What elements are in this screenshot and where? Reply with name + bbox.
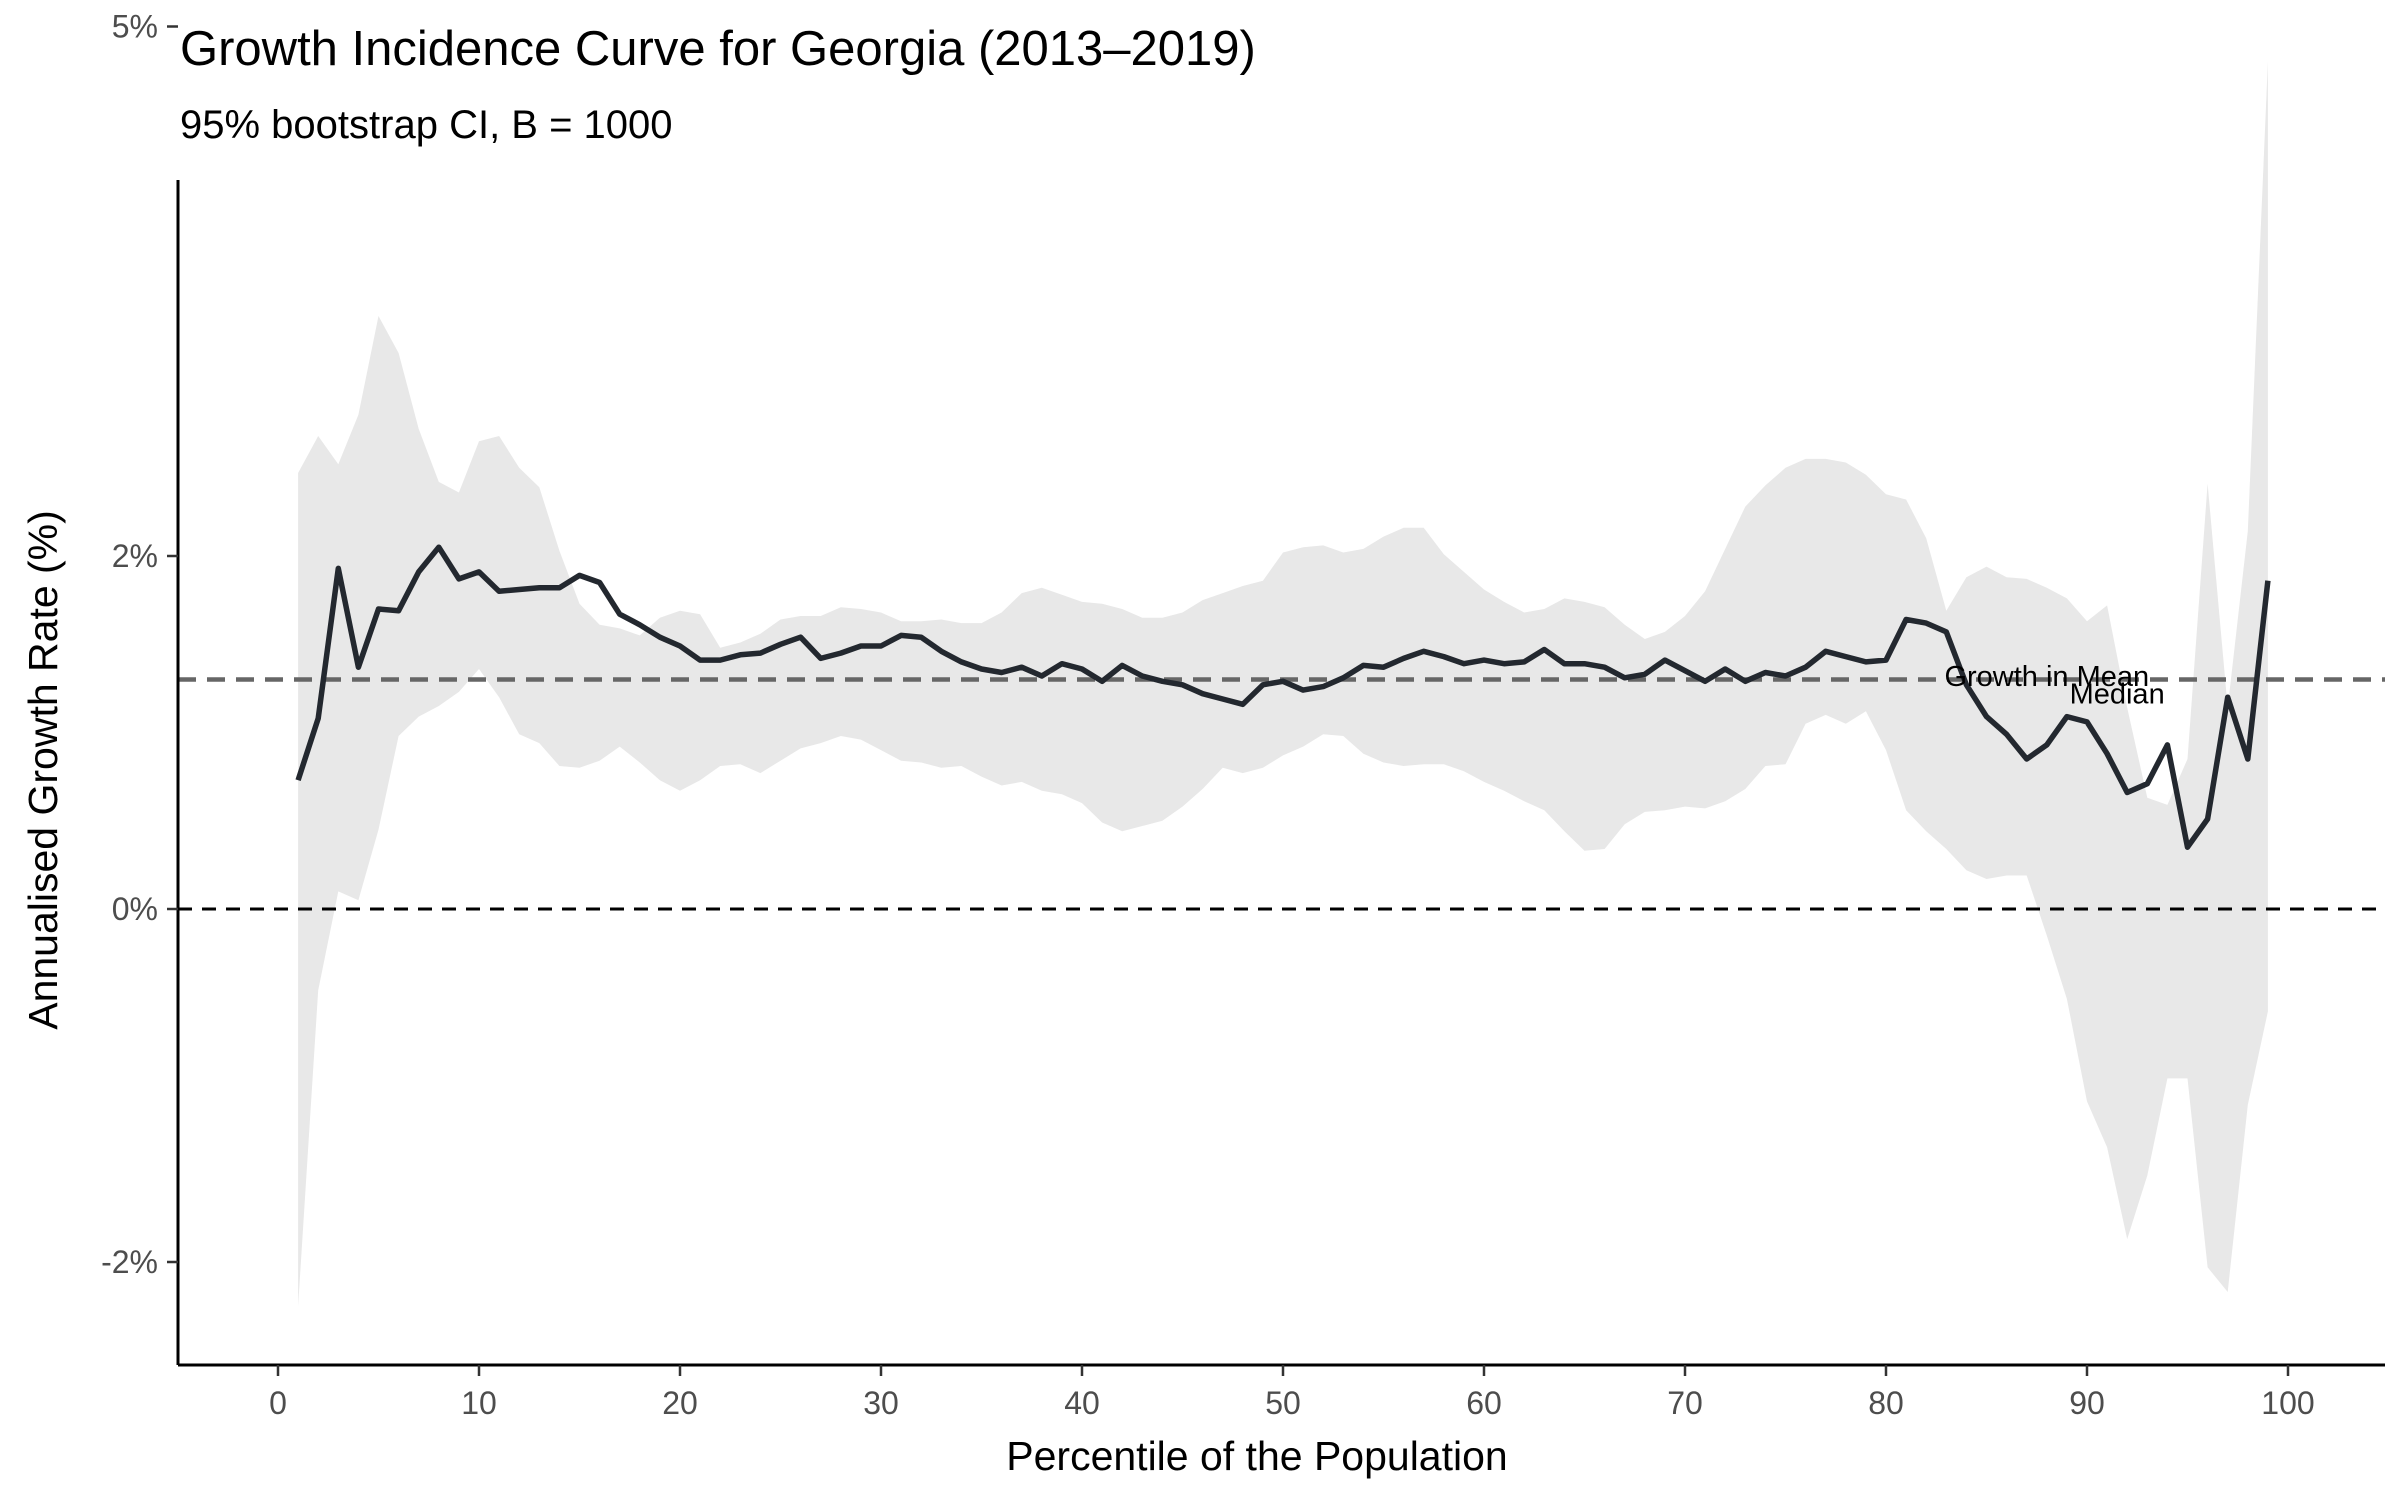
axes: 0 10 20 30 40 50 60 70 80 90 100 -2% 0% 2% 5% bbox=[101, 9, 2385, 1421]
plot-area: Growth in Mean Median bbox=[178, 61, 2385, 1307]
y-tick-label: -2% bbox=[101, 1244, 158, 1280]
y-tick-label: 0% bbox=[112, 891, 158, 927]
annotation-growth-in-mean: Growth in Mean bbox=[1944, 661, 2149, 693]
x-tick-label: 50 bbox=[1265, 1385, 1301, 1421]
x-tick-label: 80 bbox=[1868, 1385, 1904, 1421]
x-tick-label: 60 bbox=[1466, 1385, 1502, 1421]
y-axis-title: Annualised Growth Rate (%) bbox=[20, 510, 66, 1030]
x-tick-label: 10 bbox=[461, 1385, 497, 1421]
x-tick-label: 90 bbox=[2069, 1385, 2105, 1421]
x-tick-label: 0 bbox=[269, 1385, 287, 1421]
annotation-median: Median bbox=[2070, 679, 2165, 711]
x-tick-label: 70 bbox=[1667, 1385, 1703, 1421]
x-axis-title: Percentile of the Population bbox=[1006, 1433, 1507, 1479]
y-tick-label: 5% bbox=[112, 9, 158, 45]
x-axis-ticks: 0 10 20 30 40 50 60 70 80 90 100 bbox=[269, 1365, 2315, 1421]
chart-title: Growth Incidence Curve for Georgia (2013… bbox=[180, 22, 1256, 76]
chart-subtitle: 95% bootstrap CI, B = 1000 bbox=[180, 103, 673, 147]
growth-incidence-line bbox=[295, 544, 2271, 850]
x-tick-label: 40 bbox=[1064, 1385, 1100, 1421]
y-tick-label: 2% bbox=[112, 538, 158, 574]
x-tick-label: 100 bbox=[2261, 1385, 2314, 1421]
x-tick-label: 30 bbox=[863, 1385, 899, 1421]
x-tick-label: 20 bbox=[662, 1385, 698, 1421]
y-axis-ticks: -2% 0% 2% 5% bbox=[101, 9, 178, 1280]
